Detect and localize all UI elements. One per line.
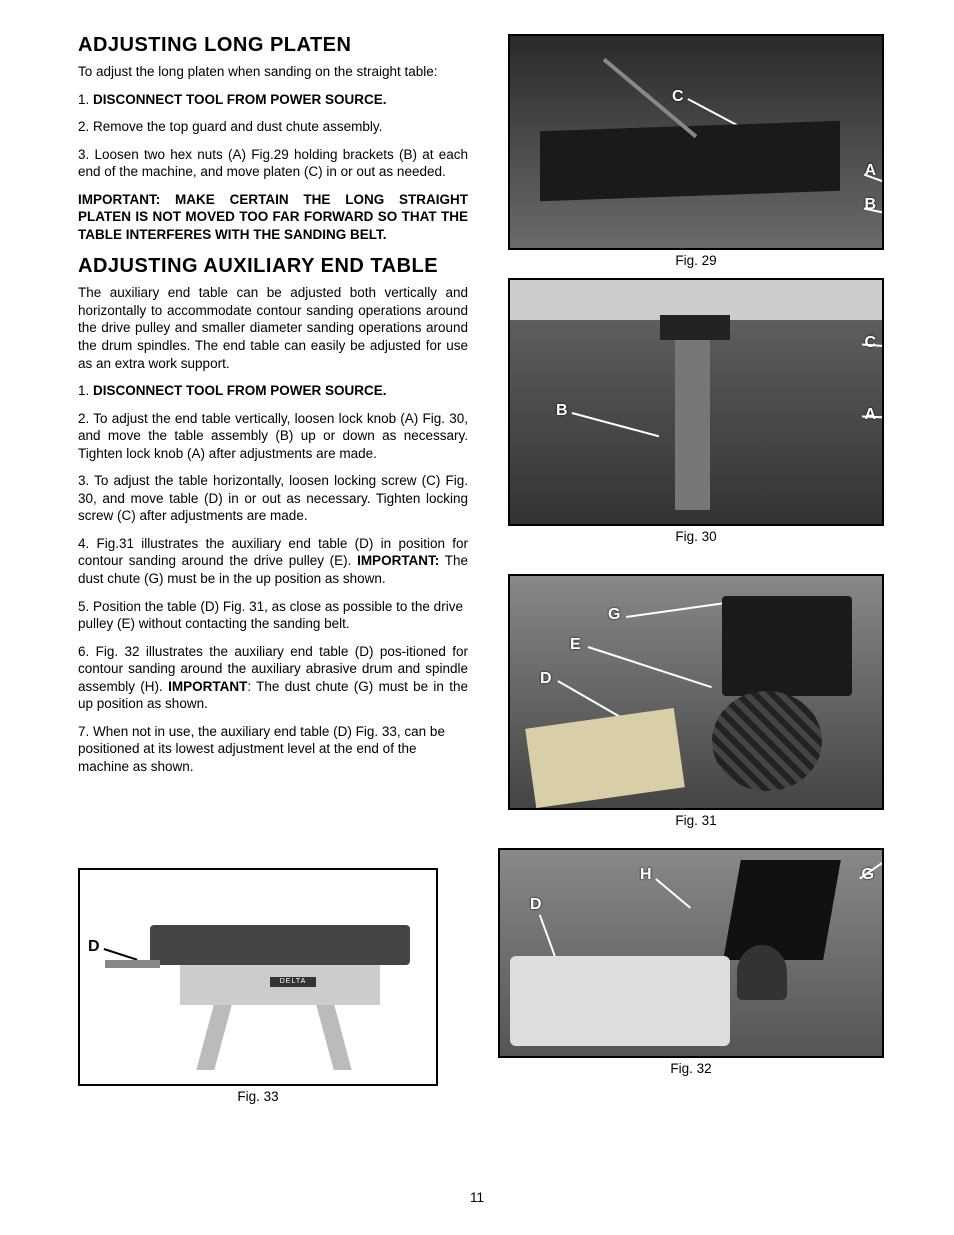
fig30-B: B [556,402,568,420]
s2-step1-prefix: 1. [78,383,93,398]
fig32-label: Fig. 32 [498,1061,884,1076]
fig29-C: C [672,88,684,106]
fig29-label: Fig. 29 [508,253,884,268]
fig31-G: G [608,606,620,624]
fig31-label: Fig. 31 [508,813,884,828]
fig32-H: H [640,866,652,884]
figure-31: G E D [508,574,884,810]
figure-33: D DELTA [78,868,438,1086]
section2-step1: 1. DISCONNECT TOOL FROM POWER SOURCE. [78,382,468,400]
fig30-C: C [864,334,876,352]
sander-illustration: DELTA [150,925,400,1070]
brand-badge: DELTA [270,977,316,987]
section2-step3: 3. To adjust the table horizontally, loo… [78,472,468,525]
s2-step6-bold: IMPORTANT [168,679,247,694]
section2-intro: The auxiliary end table can be adjusted … [78,284,468,372]
section2-step7: 7. When not in use, the auxiliary end ta… [78,723,468,776]
section1-intro: To adjust the long platen when sanding o… [78,63,468,81]
fig30-label: Fig. 30 [508,529,884,544]
fig31-D: D [540,670,552,688]
section1-step1: 1. DISCONNECT TOOL FROM POWER SOURCE. [78,91,468,109]
s2-step4-bold: IMPORTANT: [357,553,439,568]
section1-step3: 3. Loosen two hex nuts (A) Fig.29 holdin… [78,146,468,181]
fig30-A: A [864,406,876,424]
section2-heading: ADJUSTING AUXILIARY END TABLE [78,255,468,278]
section1-important: IMPORTANT: MAKE CERTAIN THE LONG STRAIGH… [78,191,468,244]
figure-32: H G D [498,848,884,1058]
fig32-D: D [530,896,542,914]
figure-29: C A B [508,34,884,250]
section1-heading: ADJUSTING LONG PLATEN [78,34,468,57]
fig33-D: D [88,938,100,956]
section2-step4: 4. Fig.31 illustrates the auxiliary end … [78,535,468,588]
step1-bold: DISCONNECT TOOL FROM POWER SOURCE. [93,92,387,107]
section1-step2: 2. Remove the top guard and dust chute a… [78,118,468,136]
fig31-E: E [570,636,581,654]
section2-step2: 2. To adjust the end table vertically, l… [78,410,468,463]
section2-step5: 5. Position the table (D) Fig. 31, as cl… [78,598,468,633]
page-number: 11 [470,1190,484,1205]
section2-step6: 6. Fig. 32 illustrates the auxiliary end… [78,643,468,713]
step1-prefix: 1. [78,92,93,107]
figure-30: D C B A [508,278,884,526]
s2-step1-bold: DISCONNECT TOOL FROM POWER SOURCE. [93,383,387,398]
fig33-label: Fig. 33 [78,1089,438,1104]
